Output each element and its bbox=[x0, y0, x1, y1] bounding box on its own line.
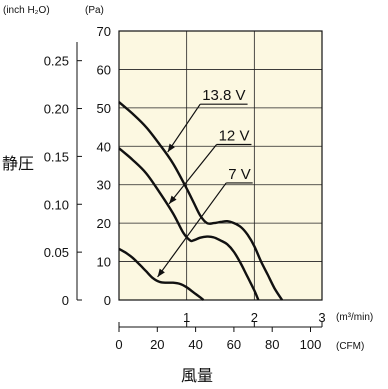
arrowhead-12-v bbox=[169, 195, 177, 204]
x-m3-tick-2: 2 bbox=[251, 310, 258, 325]
y-pa-tick-10: 10 bbox=[97, 255, 111, 270]
plot-frame bbox=[118, 30, 323, 301]
x-cfm-tick-40: 40 bbox=[188, 337, 202, 352]
x-cfm-tick-60: 60 bbox=[227, 337, 241, 352]
y-inch-tick-0: 0 bbox=[62, 293, 69, 308]
y-left-unit-label: (inch H₂O) bbox=[3, 5, 50, 16]
curve-7-v bbox=[118, 247, 205, 301]
x-m3-tick-1: 1 bbox=[183, 310, 190, 325]
y-pa-tick-0: 0 bbox=[104, 293, 111, 308]
y-inch-tick-0.05: 0.05 bbox=[44, 245, 69, 260]
arrowhead-13-8-v bbox=[167, 143, 175, 153]
y-inch-tick-0.20: 0.20 bbox=[44, 102, 69, 117]
x-bottom-unit-label: (CFM) bbox=[336, 341, 364, 352]
x-axis-title: 風量 bbox=[181, 366, 213, 385]
series-layer bbox=[118, 101, 284, 301]
x-cfm-tick-20: 20 bbox=[150, 337, 164, 352]
x-cfm-tick-0: 0 bbox=[115, 337, 122, 352]
curve-12-v bbox=[118, 147, 260, 301]
y-right-unit-label: (Pa) bbox=[85, 5, 104, 16]
y-inch-tick-0.15: 0.15 bbox=[44, 149, 69, 164]
curve-13-8-v bbox=[118, 101, 284, 301]
y-pa-tick-30: 30 bbox=[97, 178, 111, 193]
plot-area bbox=[119, 31, 322, 300]
y-pa-tick-20: 20 bbox=[97, 216, 111, 231]
series-label-12-v: 12 V bbox=[219, 128, 250, 145]
series-label-13-8-v: 13.8 V bbox=[202, 87, 245, 104]
x-m3-tick-3: 3 bbox=[318, 310, 325, 325]
arrowhead-7-v bbox=[157, 268, 165, 277]
y-axis-title: 静圧 bbox=[2, 154, 34, 173]
leader-line-7-v bbox=[157, 182, 227, 278]
leader-line-13-8-v bbox=[167, 103, 201, 153]
y-inch-tick-0.25: 0.25 bbox=[44, 54, 69, 69]
y-pa-tick-50: 50 bbox=[97, 101, 111, 116]
x-cfm-tick-80: 80 bbox=[265, 337, 279, 352]
x-top-unit-label: (m³/min) bbox=[336, 312, 373, 323]
y-pa-tick-40: 40 bbox=[97, 139, 111, 154]
annotation-layer: 13.8 V 12 V 7 V bbox=[157, 87, 253, 278]
x-cfm-tick-100: 100 bbox=[300, 337, 322, 352]
series-label-7-v: 7 V bbox=[228, 166, 251, 183]
y-pa-tick-70: 70 bbox=[97, 24, 111, 39]
y-pa-tick-60: 60 bbox=[97, 62, 111, 77]
leader-line-12-v bbox=[168, 144, 218, 205]
y-inch-tick-0.10: 0.10 bbox=[44, 197, 69, 212]
